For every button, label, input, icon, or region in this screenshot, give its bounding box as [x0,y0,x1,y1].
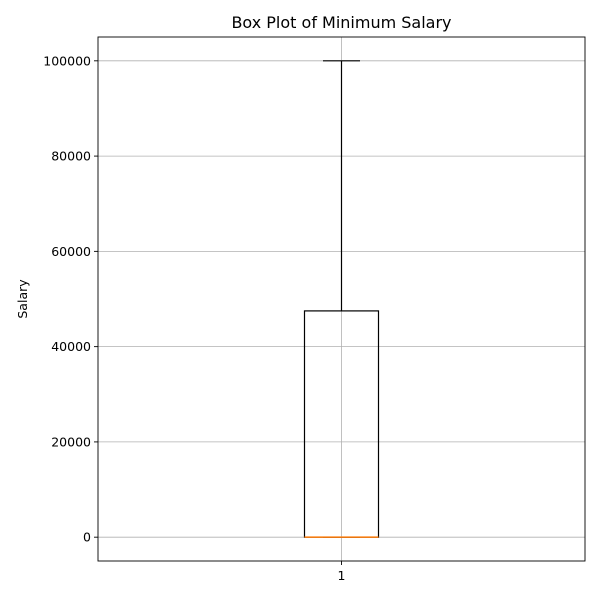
y-tick-label: 20000 [51,434,91,449]
y-tick-label: 40000 [51,339,91,354]
y-axis-label: Salary [15,279,30,319]
y-tick-label: 100000 [43,53,91,68]
chart-title: Box Plot of Minimum Salary [231,13,451,32]
plot-area: 0 20000 40000 60000 80000 100000 1 [43,36,586,583]
y-tick-label: 0 [83,530,91,545]
x-tick-label: 1 [338,568,346,583]
y-tick-label: 60000 [51,244,91,259]
y-tick-label: 80000 [51,149,91,164]
